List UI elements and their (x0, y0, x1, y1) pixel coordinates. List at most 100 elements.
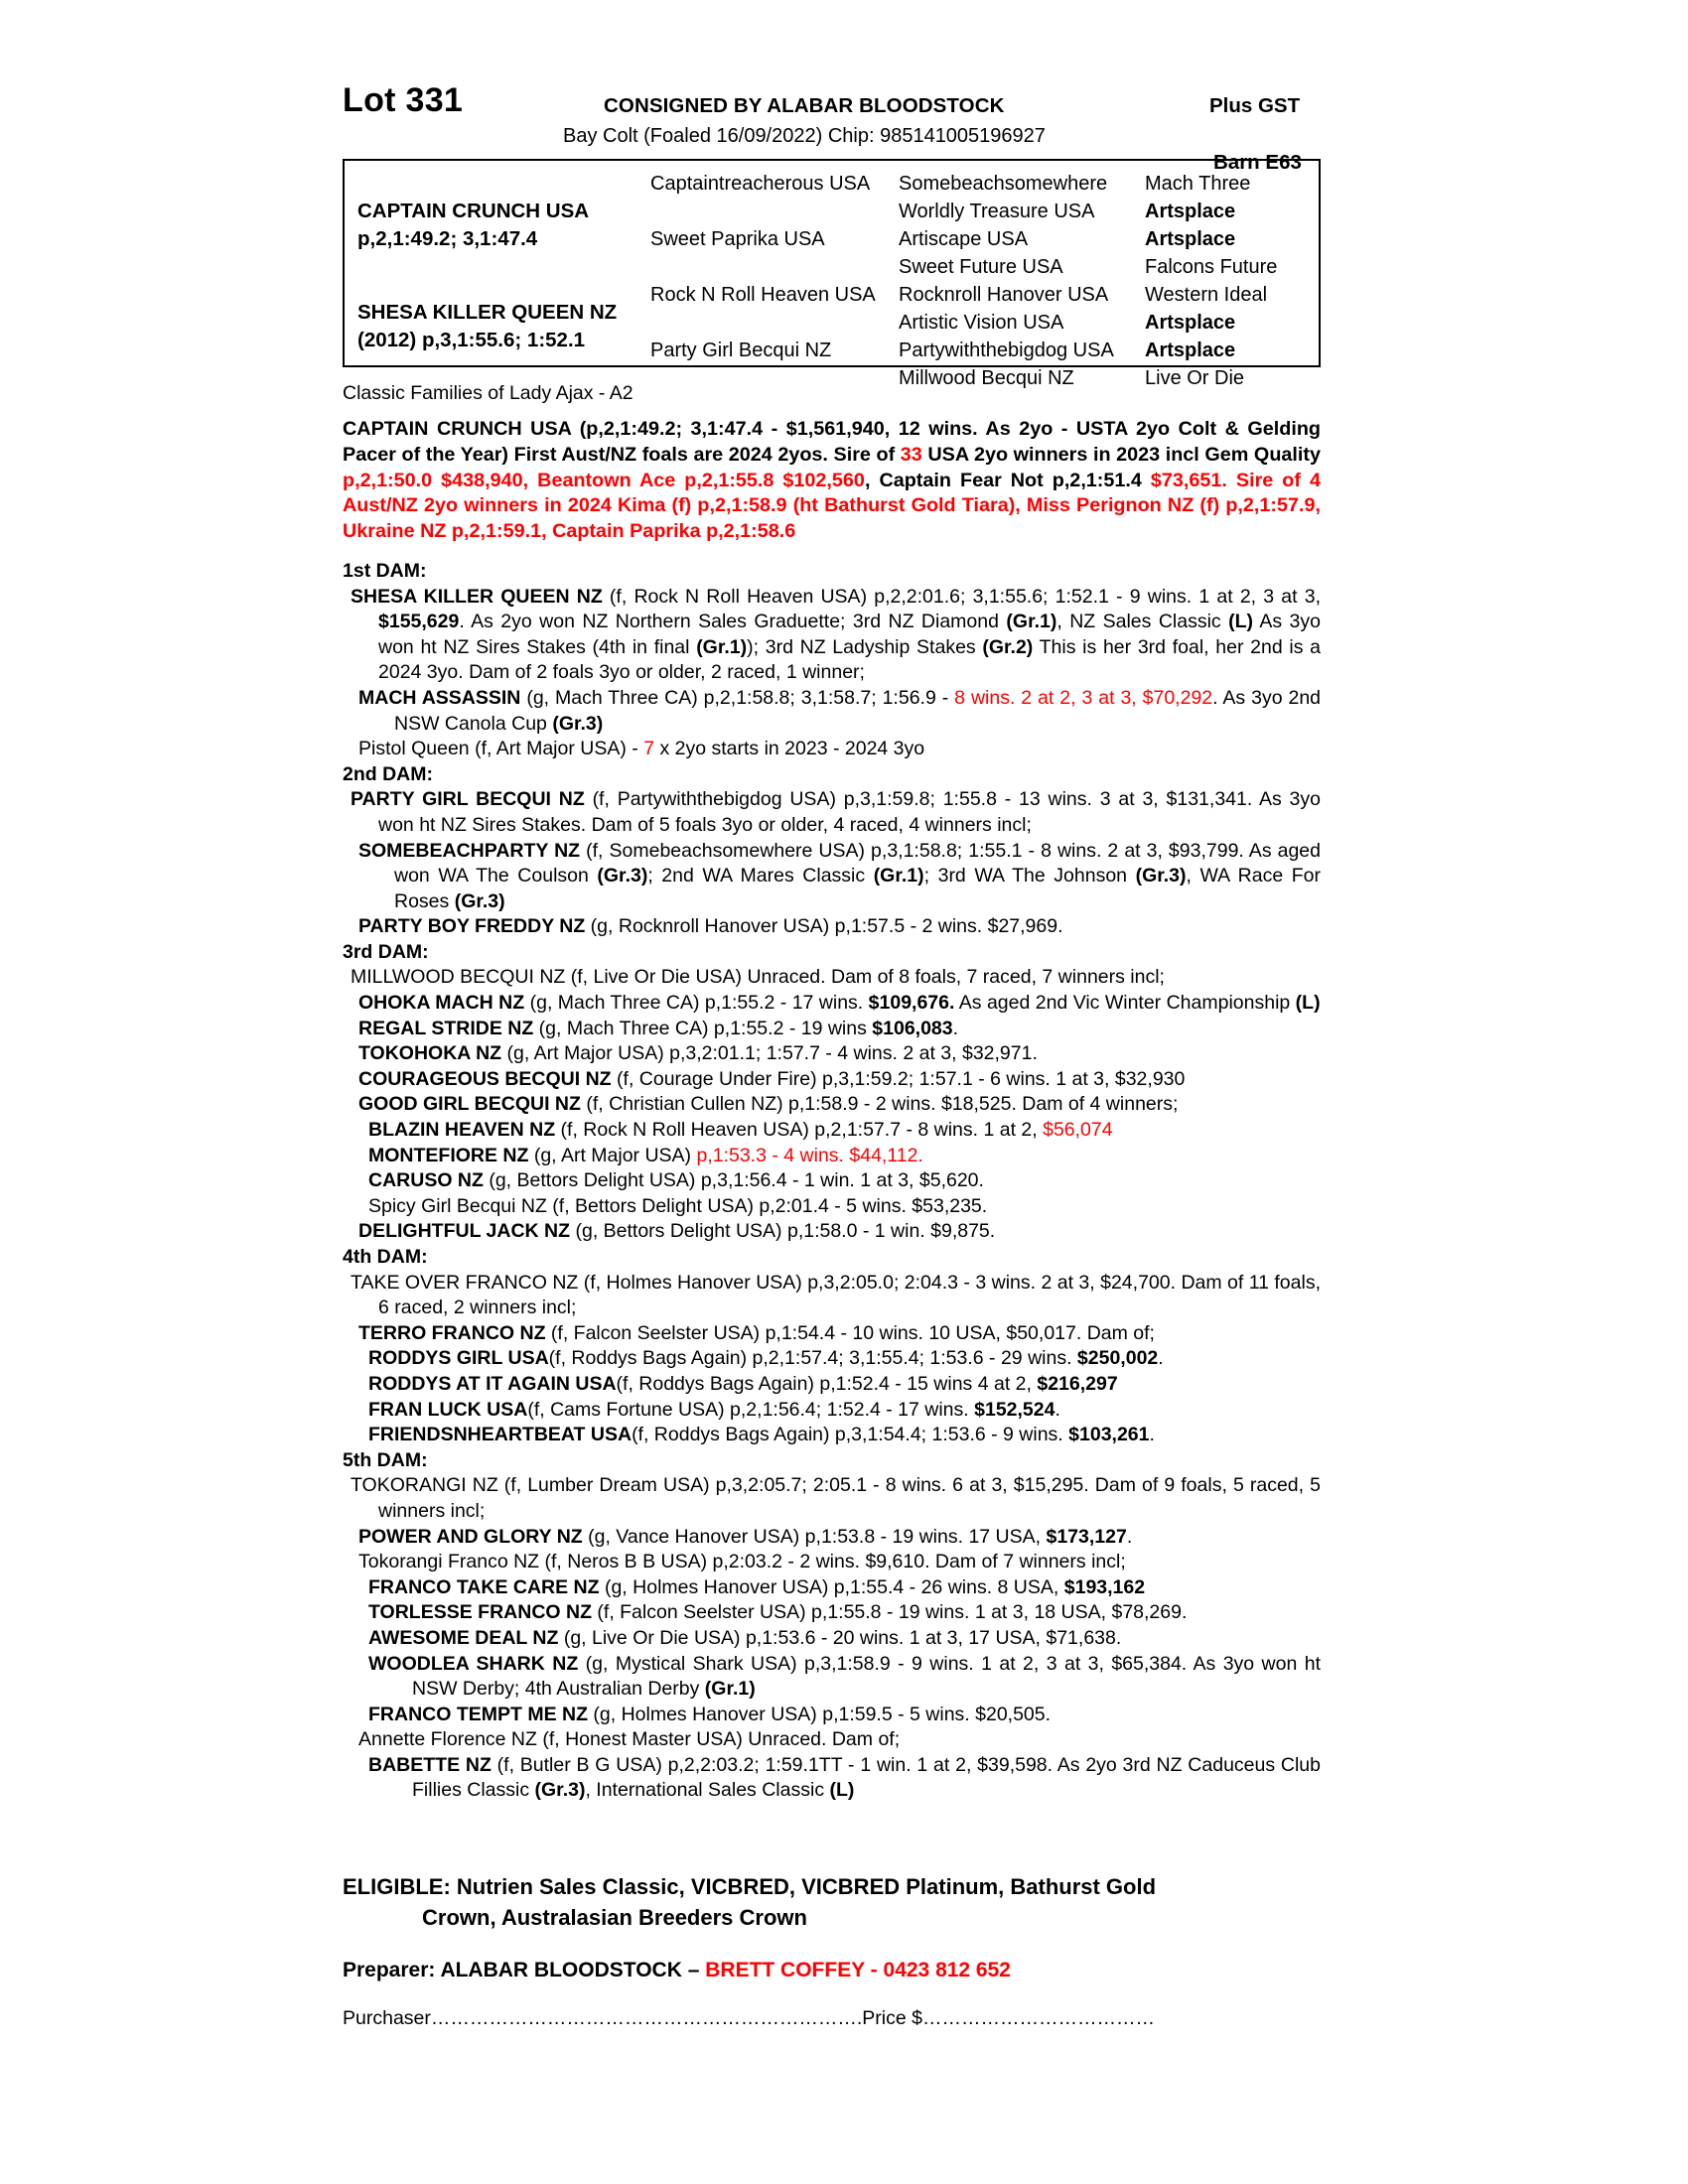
grandparent-sire-dam: Sweet Paprika USA (650, 228, 825, 250)
entry-text-1: (f, Art Major USA) - (469, 738, 644, 760)
great-great-grandparent-6: Artsplace (1145, 312, 1236, 334)
entry-bold-2: $106,083 (872, 1017, 953, 1039)
great-grandparent-6: Artistic Vision USA (899, 312, 1064, 334)
entry-text-2: . (1055, 1398, 1060, 1421)
great-great-grandparent-3: Artsplace (1145, 228, 1236, 250)
entry-bold-2: $155,629 (378, 611, 460, 633)
entry-bold-4: (L) (1228, 611, 1254, 633)
entry-name: OHOKA MACH NZ (358, 992, 525, 1015)
entry-name: COURAGEOUS BECQUI NZ (358, 1067, 612, 1090)
entry-bold-3: (Gr.3) (552, 712, 604, 735)
entry-text-4: ; 3rd WA The Johnson (923, 865, 1136, 887)
price-label: Price $ (862, 2007, 922, 2029)
entry-bold-6: (Gr.2) (982, 635, 1034, 658)
entry-bold-5: (Gr.1) (696, 635, 748, 658)
pedigree-entry: REGAL STRIDE NZ (g, Mach Three CA) p,1:5… (343, 1017, 1321, 1042)
pedigree-entry: Annette Florence NZ (f, Honest Master US… (343, 1727, 1321, 1753)
great-great-grandparent-5: Western Ideal (1145, 284, 1268, 306)
entry-bold-3: (L) (1295, 992, 1321, 1015)
dam-heading: 5th DAM: (343, 1448, 428, 1471)
pedigree-table: CAPTAIN CRUNCH USA p,2,1:49.2; 3,1:47.4 … (343, 159, 1321, 389)
pedigree-entry: TOKORANGI NZ (f, Lumber Dream USA) p,3,2… (343, 1473, 1321, 1524)
entry-text-1: (g, Art Major USA) (528, 1144, 697, 1166)
grandparent-sire-sire: Captaintreacherous USA (650, 173, 871, 195)
entry-name: FRAN LUCK USA (368, 1398, 528, 1421)
entry-text-2: . (1126, 1525, 1133, 1548)
pedigree-grid: CAPTAIN CRUNCH USA p,2,1:49.2; 3,1:47.4 … (345, 161, 1319, 389)
pedigree-entry: DELIGHTFUL JACK NZ (g, Bettors Delight U… (343, 1219, 1321, 1245)
entry-text-1: (f, Cams Fortune USA) p,2,1:56.4; 1:52.4… (527, 1398, 975, 1421)
entry-text-1: (f, Rock N Roll Heaven USA) p,2,2:01.6; … (602, 585, 1321, 608)
pedigree-entry: Pistol Queen (f, Art Major USA) - 7 x 2y… (343, 737, 1321, 762)
sire-text-1: CAPTAIN CRUNCH USA (p,2,1:49.2; 3,1:47.4… (343, 418, 1321, 466)
entry-name: RODDYS AT IT AGAIN USA (368, 1372, 617, 1395)
great-grandparent-5: Rocknroll Hanover USA (899, 284, 1109, 306)
great-great-grandparent-4: Falcons Future (1145, 256, 1278, 278)
pedigree-narrative: CAPTAIN CRUNCH USA (p,2,1:49.2; 3,1:47.4… (343, 417, 1321, 1804)
dam-sections: 1st DAM: SHESA KILLER QUEEN NZ (f, Rock N… (343, 559, 1321, 1804)
dam-name: SHESA KILLER QUEEN NZ (357, 301, 618, 324)
entry-text-1: (g, Vance Hanover USA) p,1:53.8 - 19 win… (582, 1525, 1047, 1548)
pedigree-entry: BLAZIN HEAVEN NZ (f, Rock N Roll Heaven … (343, 1118, 1321, 1144)
entry-highlight: 7 (643, 738, 655, 760)
entry-text-2: As aged 2nd Vic Winter Championship (954, 992, 1296, 1015)
grandparent-dam-dam: Party Girl Becqui NZ (650, 340, 832, 361)
entry-highlight: p,1:53.3 - 4 wins. $44,112. (696, 1144, 923, 1166)
pedigree-entry: TORLESSE FRANCO NZ (f, Falcon Seelster U… (343, 1600, 1321, 1626)
entry-name: WOODLEA SHARK NZ (368, 1652, 579, 1675)
pedigree-entry: RODDYS AT IT AGAIN USA(f, Roddys Bags Ag… (343, 1372, 1321, 1398)
pedigree-entry: MACH ASSASSIN (g, Mach Three CA) p,2,1:5… (343, 686, 1321, 737)
entry-text-1: (f, Bettors Delight USA) p,2:01.4 - 5 wi… (546, 1194, 988, 1217)
entry-text-4: As 3yo won ht NZ Sires Stakes (4th in fi… (378, 611, 1321, 658)
entry-text-3: , NZ Sales Classic (1056, 611, 1229, 633)
entry-text-1: (f, Roddys Bags Again) p,3,1:54.4; 1:53.… (632, 1424, 1069, 1446)
pedigree-entry: SOMEBEACHPARTY NZ (f, Somebeachsomewhere… (343, 839, 1321, 915)
entry-name: REGAL STRIDE NZ (358, 1017, 534, 1039)
eligible-block: ELIGIBLE: Nutrien Sales Classic, VICBRED… (343, 1871, 1321, 1933)
entry-bold-2: $152,524 (974, 1398, 1055, 1421)
entry-text-1: (g, Bettors Delight USA) p,3,1:56.4 - 1 … (483, 1169, 984, 1192)
entry-text-1: (g, Mach Three CA) p,1:55.2 - 17 wins. (524, 992, 869, 1015)
entry-bold-5: (Gr.3) (1135, 865, 1187, 887)
preparer-contact: BRETT COFFEY - 0423 812 652 (705, 1959, 1011, 1981)
pedigree-entry: FRIENDSNHEARTBEAT USA(f, Roddys Bags Aga… (343, 1423, 1321, 1448)
pedigree-entry: TOKOHOKA NZ (g, Art Major USA) p,3,2:01.… (343, 1041, 1321, 1067)
sire-highlight-2: p,2,1:50.0 $438,940, Beantown Ace p,2,1:… (343, 469, 865, 491)
entry-name: FRANCO TEMPT ME NZ (368, 1703, 588, 1725)
pedigree-entry: PARTY GIRL BECQUI NZ (f, Partywiththebig… (343, 787, 1321, 838)
dam-heading: 1st DAM: (343, 559, 427, 582)
entry-name: TAKE OVER FRANCO NZ (351, 1271, 579, 1294)
purchaser-label: Purchaser (343, 2007, 431, 2029)
entry-name: SOMEBEACHPARTY NZ (358, 839, 581, 862)
entry-name: MILLWOOD BECQUI NZ (351, 966, 566, 989)
entry-text-1: (f, Roddys Bags Again) p,2,1:57.4; 3,1:5… (548, 1347, 1077, 1370)
pedigree-entry: FRAN LUCK USA(f, Cams Fortune USA) p,2,1… (343, 1398, 1321, 1424)
grandparent-dam-sire: Rock N Roll Heaven USA (650, 284, 876, 306)
sire-paragraph: CAPTAIN CRUNCH USA (p,2,1:49.2; 3,1:47.4… (343, 417, 1321, 545)
entry-name: BABETTE NZ (368, 1753, 492, 1776)
entry-name: MACH ASSASSIN (358, 686, 521, 709)
pedigree-entry: WOODLEA SHARK NZ (g, Mystical Shark USA)… (343, 1652, 1321, 1703)
great-grandparent-3: Artiscape USA (899, 228, 1029, 250)
entry-text-2: . (1158, 1347, 1164, 1370)
entry-name: PARTY GIRL BECQUI NZ (351, 788, 585, 811)
pedigree-entry: OHOKA MACH NZ (g, Mach Three CA) p,1:55.… (343, 991, 1321, 1017)
great-grandparent-8: Millwood Becqui NZ (899, 367, 1074, 389)
entry-name: TOKORANGI NZ (351, 1474, 498, 1497)
pedigree-entry: AWESOME DEAL NZ (g, Live Or Die USA) p,1… (343, 1626, 1321, 1652)
entry-text-1: (f, Courage Under Fire) p,3,1:59.2; 1:57… (611, 1067, 1186, 1090)
entry-text-1: (g, Holmes Hanover USA) p,1:55.4 - 26 wi… (599, 1575, 1064, 1598)
entry-text-1: (g, Mystical Shark USA) p,3,1:58.9 - 9 w… (412, 1652, 1322, 1701)
plus-gst-label: Plus GST (1209, 94, 1301, 117)
dam-heading: 4th DAM: (343, 1246, 428, 1269)
entry-text-6: This is her 3rd foal, her 2nd is a 2024 … (378, 635, 1321, 684)
pedigree-entry: POWER AND GLORY NZ (g, Vance Hanover USA… (343, 1525, 1321, 1551)
dam-record: (2012) p,3,1:55.6; 1:52.1 (357, 329, 586, 351)
animal-description: Bay Colt (Foaled 16/09/2022) Chip: 98514… (563, 125, 1046, 147)
pedigree-entry: TERRO FRANCO NZ (f, Falcon Seelster USA)… (343, 1321, 1321, 1347)
sire-text-2: USA 2yo winners in 2023 incl Gem Quality (921, 443, 1321, 466)
entry-text-1: (f, Honest Master USA) Unraced. Dam of; (536, 1728, 901, 1751)
entry-text-2: . (952, 1017, 959, 1039)
entry-name: DELIGHTFUL JACK NZ (358, 1220, 571, 1243)
sire-record: p,2,1:49.2; 3,1:47.4 (357, 227, 538, 250)
